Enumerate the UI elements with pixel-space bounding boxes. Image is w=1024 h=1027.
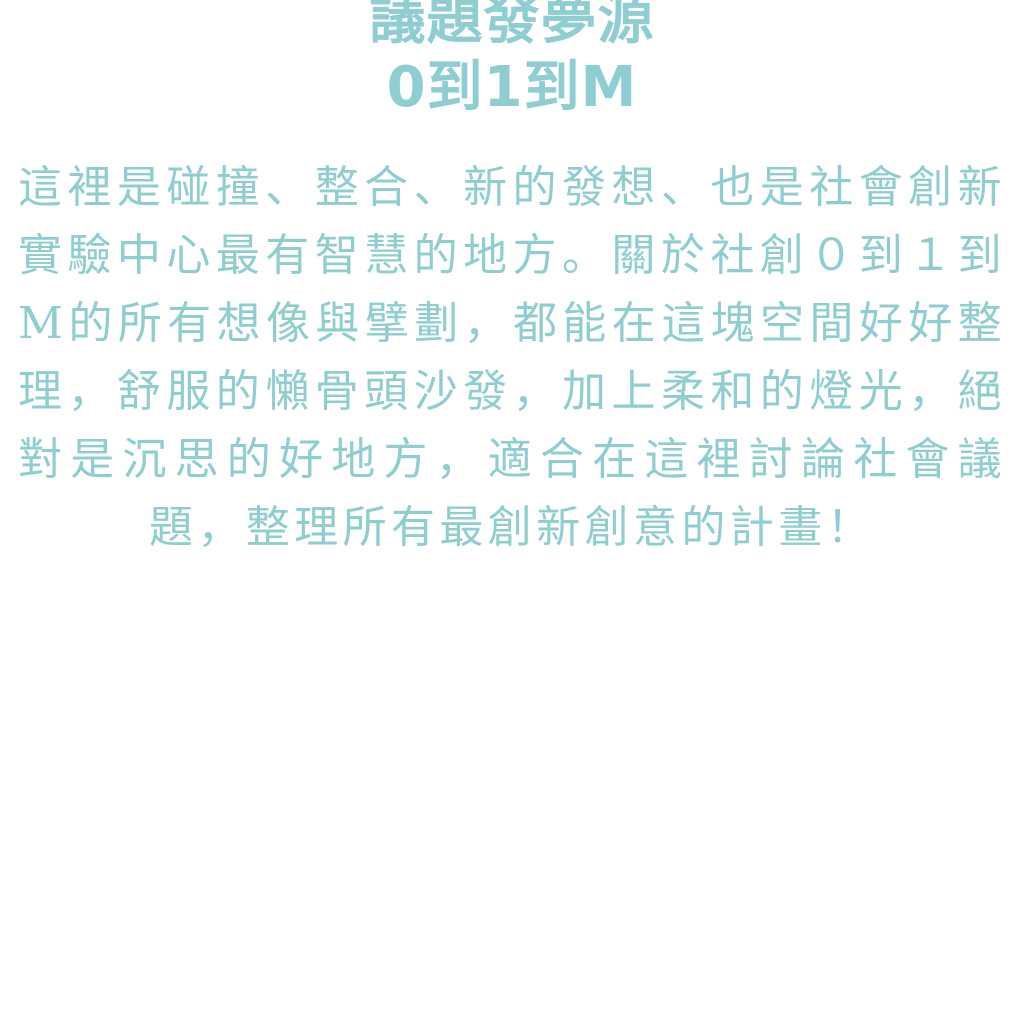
page-title: 議題發夢源 0到1到M [0,0,1024,122]
title-line-2: 0到1到M [386,55,638,120]
description-paragraph: 這裡是碰撞、整合、新的發想、也是社會創新實驗中心最有智慧的地方。關於社創０到１到… [18,162,1006,553]
title-line-1: 議題發夢源 [369,0,655,52]
